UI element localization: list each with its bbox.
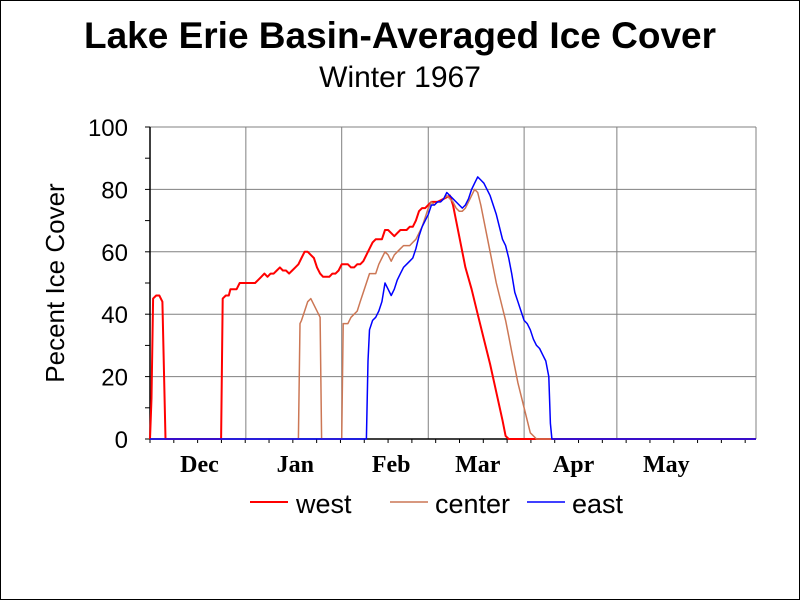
y-tick-label: 60 xyxy=(101,240,128,267)
y-tick-label: 80 xyxy=(101,177,128,204)
legend: west center east xyxy=(250,489,624,519)
x-tick-label: Jan xyxy=(277,452,314,478)
x-tick-label: Apr xyxy=(553,452,595,478)
tick-labels: 0 20 40 60 80 100 Dec Jan Feb Mar Apr May xyxy=(88,115,690,478)
series-line-east xyxy=(150,176,756,440)
y-tick-label: 0 xyxy=(115,427,128,454)
axes xyxy=(145,126,756,443)
legend-label-east: east xyxy=(572,489,624,519)
series-lines xyxy=(149,176,756,440)
x-tick-label: Mar xyxy=(455,452,501,478)
y-axis-label: Pecent Ice Cover xyxy=(40,183,70,383)
y-tick-label: 20 xyxy=(101,365,128,392)
x-tick-label: Feb xyxy=(372,452,411,478)
legend-label-west: west xyxy=(295,489,352,519)
y-tick-label: 40 xyxy=(101,302,128,329)
grid-lines xyxy=(150,126,757,439)
series-line-west xyxy=(149,194,756,440)
x-tick-label: Dec xyxy=(180,452,219,478)
legend-label-center: center xyxy=(435,489,510,519)
chart-subtitle: Winter 1967 xyxy=(319,61,481,94)
y-tick-label: 100 xyxy=(88,115,128,142)
chart-title: Lake Erie Basin-Averaged Ice Cover xyxy=(83,15,717,56)
series-line-center xyxy=(150,188,756,440)
x-tick-label: May xyxy=(643,452,690,478)
